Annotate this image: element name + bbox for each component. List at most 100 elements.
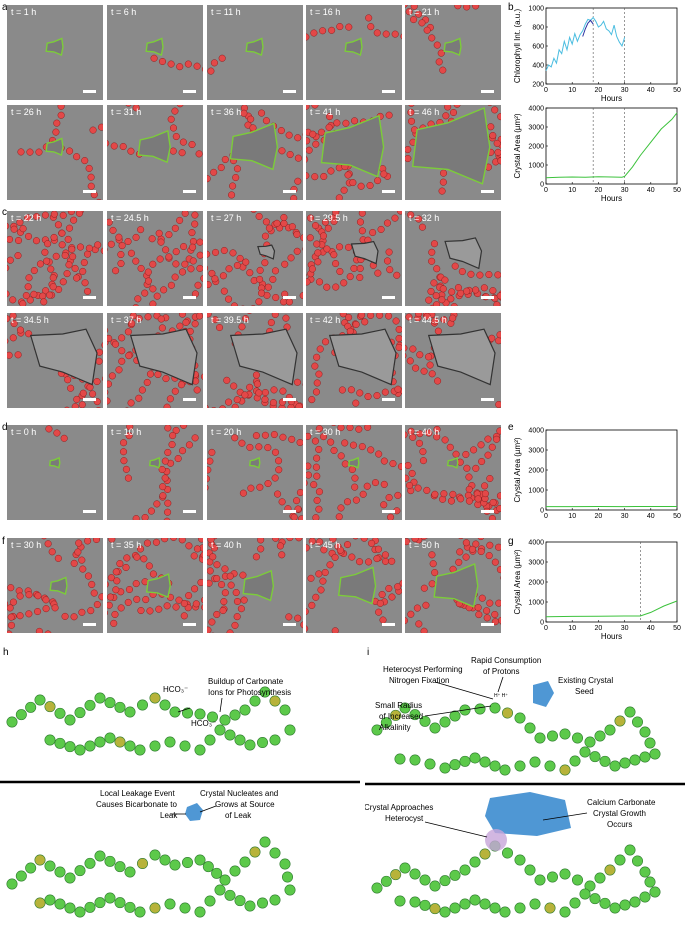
y-tick-label: 1000	[528, 488, 544, 495]
vegetative-cell	[579, 888, 591, 900]
filament-cell	[53, 429, 61, 437]
filament-cell	[474, 495, 482, 503]
filament-cell	[374, 269, 382, 277]
filament-cell	[59, 278, 67, 286]
label-radius-3: Alkalinity	[379, 723, 411, 732]
vegetative-cell	[104, 892, 116, 904]
filament-cell	[343, 498, 352, 506]
filament-cell	[427, 287, 435, 295]
vegetative-cell	[229, 709, 241, 721]
filament-cell	[428, 34, 436, 42]
filament-cell	[161, 538, 169, 543]
label-leak-3: Leak	[160, 811, 178, 820]
filament-cell	[138, 386, 146, 394]
filament-cell	[458, 268, 466, 276]
y-axis-label: Chlorophyll Int. (a.u.)	[513, 9, 522, 84]
filament-cell	[395, 334, 402, 343]
timestamp-label: t = 44.5 h	[409, 315, 447, 325]
filament-cell	[25, 610, 33, 618]
vegetative-cell	[514, 902, 526, 914]
filament-cell	[496, 566, 501, 574]
vegetative-cell	[279, 704, 291, 716]
filament-cell	[159, 483, 167, 491]
filament-cell	[250, 211, 257, 213]
scale-bar	[183, 510, 196, 513]
heterocyst-cell	[429, 903, 441, 915]
filament-cell	[85, 164, 93, 172]
panel-letter-c: c	[2, 207, 7, 218]
vegetative-cell	[44, 860, 56, 872]
filament-cell	[229, 249, 237, 257]
filament-cell	[16, 218, 24, 226]
filament-cell	[60, 434, 68, 442]
filament-cell	[329, 538, 337, 543]
filament-cell	[347, 386, 355, 394]
filament-cell	[238, 323, 246, 331]
filament-cell	[172, 260, 180, 268]
filament-cell	[54, 554, 62, 562]
label-leak-1: Local Leakage Event	[100, 789, 176, 798]
y-tick-label: 0	[540, 620, 544, 627]
filament-cell	[315, 278, 324, 286]
vegetative-cell	[6, 878, 18, 890]
scale-bar	[83, 510, 96, 513]
vegetative-cell	[459, 755, 471, 767]
filament-cell	[84, 572, 92, 580]
micrograph-tile: t = 31 h	[107, 105, 203, 200]
crystal	[427, 328, 496, 386]
filament-cell	[306, 105, 310, 110]
filament-cell	[193, 62, 201, 70]
filament-cell	[350, 264, 358, 272]
filament-cell	[7, 222, 10, 230]
y-tick-label: 1000	[528, 163, 544, 170]
filament-cell	[98, 123, 103, 131]
vegetative-cell	[104, 732, 116, 744]
filament-cell	[267, 319, 275, 327]
filament-cell	[265, 224, 273, 232]
filament-cell	[430, 279, 438, 287]
vegetative-cell	[429, 722, 441, 734]
filament-cell	[221, 155, 229, 164]
filament-cell	[52, 252, 60, 260]
filament-cell	[24, 232, 33, 240]
x-tick-label: 30	[621, 187, 629, 194]
filament-cell	[296, 438, 303, 447]
vegetative-cell	[559, 868, 571, 880]
filament-cell	[477, 538, 485, 541]
micrograph-tile: t = 36 h	[207, 105, 303, 200]
filament-cell	[465, 497, 473, 505]
vegetative-cell	[182, 857, 194, 869]
filament-cell	[377, 225, 385, 233]
timestamp-label: t = 20 h	[211, 427, 242, 437]
filament-cell	[261, 395, 269, 404]
filament-cell	[381, 388, 389, 396]
vegetative-cell	[74, 906, 86, 918]
filament-cell	[477, 547, 485, 556]
filament-cell	[115, 366, 123, 374]
filament-cell	[101, 376, 103, 382]
filament-cell	[486, 541, 494, 549]
filament-cell	[14, 351, 22, 359]
filament-cell	[16, 326, 25, 334]
filament-cell	[367, 446, 375, 454]
filament-cell	[172, 426, 180, 434]
filament-cell	[220, 598, 228, 606]
filament-cell	[454, 284, 462, 292]
filament-cell	[300, 621, 303, 629]
filament-cell	[74, 548, 82, 556]
filament-cell	[431, 569, 439, 577]
vegetative-cell	[54, 866, 66, 878]
micrograph-tile: t = 1 h	[7, 5, 103, 100]
vegetative-cell	[74, 744, 86, 756]
x-axis-label: Hours	[601, 194, 622, 203]
filament-cell	[366, 181, 374, 190]
filament-cell	[465, 485, 473, 493]
vegetative-cell	[94, 850, 106, 862]
filament-cell	[107, 139, 110, 147]
panel-letter-f: f	[2, 536, 5, 547]
filament-cell	[261, 232, 269, 240]
vegetative-cell	[649, 886, 661, 898]
filament-cell	[330, 217, 338, 225]
filament-cell	[149, 285, 157, 293]
scale-bar	[183, 190, 196, 193]
